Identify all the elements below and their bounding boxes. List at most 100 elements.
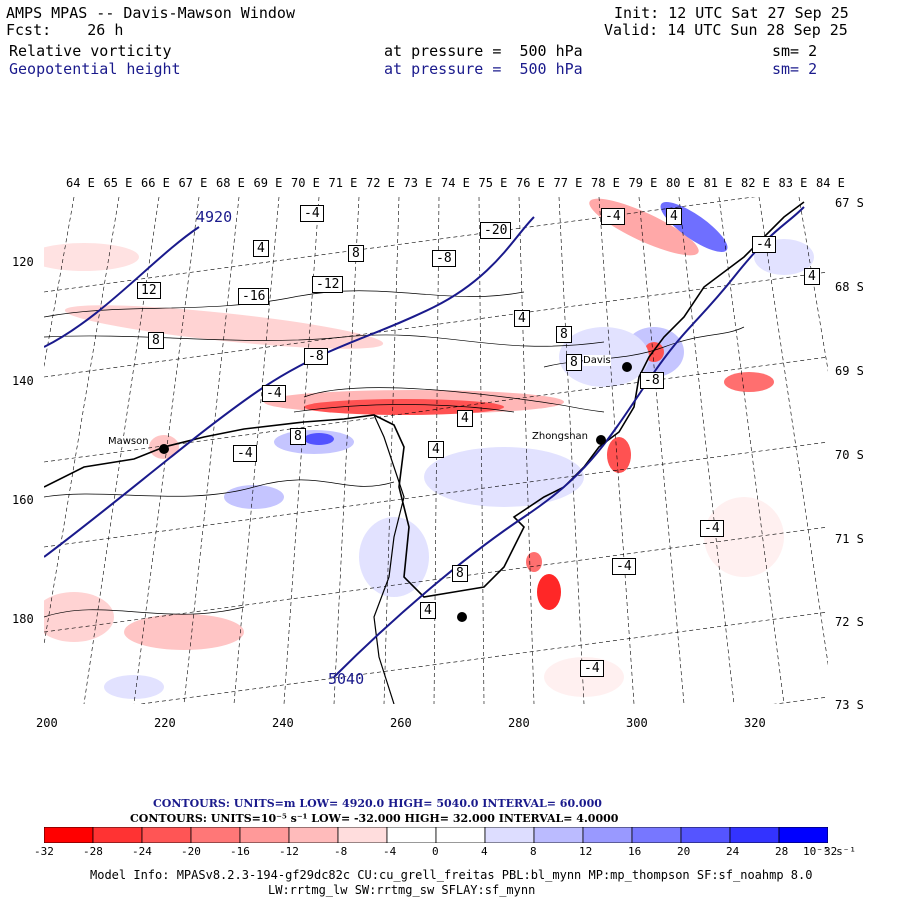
zhongshan-station-marker [596,435,606,445]
station-label: Zhongshan [532,431,589,442]
colorbar-tick-label: 32 [824,845,838,858]
vorticity-value-label: 4 [514,310,530,327]
colorbar-tick-label: -20 [181,845,201,858]
y-tick-label: 180 [12,612,34,626]
vorticity-value-label: -20 [480,222,512,239]
height-contour-label: 5040 [328,670,365,688]
vorticity-value-label: -4 [601,208,625,225]
valid-time: Valid: 14 UTC Sun 28 Sep 25 [604,21,848,39]
colorbar-swatch [92,827,143,843]
colorbar-swatch [680,827,731,843]
station-label: Mawson [108,436,149,447]
colorbar-tick-label: -16 [230,845,250,858]
vorticity-contour-legend: CONTOURS: UNITS=10⁻⁵ s⁻¹ LOW= -32.000 HI… [130,812,619,825]
station-markers [159,362,632,622]
plot-title: AMPS MPAS -- Davis-Mawson Window [6,4,295,22]
field2-level: at pressure = 500 hPa [384,60,583,78]
longitude-label: 66 E [141,176,170,190]
y-tick-label: 160 [12,493,34,507]
vorticity-value-label: 4 [804,268,820,285]
longitude-label: 78 E [591,176,620,190]
longitude-label: 68 E [216,176,245,190]
vorticity-value-label: -8 [304,348,328,365]
vorticity-value-label: 8 [148,332,164,349]
colorbar-unit: 10⁻⁵ s⁻¹ [803,845,856,858]
longitude-label: 77 E [553,176,583,190]
station-marker [457,612,467,622]
colorbar-swatch [582,827,633,843]
x-tick-label: 200 [36,716,58,730]
vorticity-value-label: -4 [233,445,257,462]
colorbar-tick-label: 4 [481,845,488,858]
longitude-label: 83 E [778,176,808,190]
field1-smooth: sm= 2 [772,42,818,60]
colorbar-tick-label: 0 [432,845,439,858]
longitude-label: 81 E [703,176,733,190]
x-tick-label: 280 [508,716,530,730]
y-tick-label: 120 [12,255,34,269]
colorbar-tick-label: -28 [83,845,103,858]
field2-name: Geopotential height [9,60,181,78]
vorticity-value-label: -4 [300,205,324,222]
forecast-hour: Fcst: 26 h [6,21,124,39]
latitude-label: 67 S [835,196,864,210]
colorbar-tick-label: 20 [677,845,691,858]
vorticity-value-label: -4 [700,520,724,537]
longitude-label: 79 E [628,176,658,190]
vorticity-value-label: 8 [452,565,468,582]
davis-station-marker [622,362,632,372]
colorbar-tick-label: -8 [334,845,348,858]
colorbar-swatch [386,827,437,843]
colorbar-swatch [288,827,339,843]
longitude-label: 72 E [366,176,395,190]
longitude-label: 80 E [666,176,695,190]
colorbar-tick-label: 16 [628,845,642,858]
longitude-label: 74 E [441,176,470,190]
vorticity-value-label: 8 [290,428,306,445]
colorbar-tick-label: -4 [383,845,397,858]
longitude-label: 70 E [291,176,320,190]
colorbar-tick-label: -12 [279,845,299,858]
vorticity-value-label: -12 [312,276,344,293]
colorbar-swatch [239,827,290,843]
colorbar-swatch [631,827,682,843]
longitude-label: 64 E [66,176,95,190]
model-info-physics: LW:rrtmg_lw SW:rrtmg_sw SFLAY:sf_mynn [268,883,536,897]
colorbar-swatch [729,827,780,843]
colorbar-swatch [484,827,535,843]
x-tick-label: 300 [626,716,648,730]
lat-lon-grid [44,197,828,704]
height-contour-label: 4920 [196,208,233,226]
colorbar-swatch [533,827,584,843]
x-tick-label: 220 [154,716,176,730]
latitude-label: 68 S [835,280,864,294]
x-tick-label: 320 [744,716,766,730]
latitude-label: 69 S [835,364,864,378]
field2-smooth: sm= 2 [772,60,818,78]
colorbar-swatch [141,827,192,843]
height-contour-legend: CONTOURS: UNITS=m LOW= 4920.0 HIGH= 5040… [153,797,602,810]
ice-shelf-line [373,414,405,704]
latitude-label: 70 S [835,448,864,462]
colorbar-swatch [337,827,388,843]
x-tick-label: 240 [272,716,294,730]
colorbar-tick-label: 24 [726,845,740,858]
station-label: Davis [583,355,611,366]
longitude-label: 67 E [178,176,208,190]
y-tick-label: 140 [12,374,34,388]
colorbar-tick-label: 12 [579,845,593,858]
vorticity-value-label: 8 [556,326,572,343]
colorbar-swatch [44,827,94,843]
vorticity-value-label: -8 [432,250,456,267]
longitude-label: 73 E [403,176,433,190]
init-time: Init: 12 UTC Sat 27 Sep 25 [614,4,849,22]
vorticity-value-label: 4 [253,240,269,257]
vorticity-value-label: -4 [262,385,286,402]
field1-level: at pressure = 500 hPa [384,42,583,60]
model-info: Model Info: MPASv8.2.3-194-gf29dc82c CU:… [90,868,813,882]
colorbar-swatch [778,827,828,843]
colorbar-swatch [435,827,486,843]
vorticity-value-label: -4 [752,236,776,253]
vorticity-value-label: 4 [420,602,436,619]
vorticity-value-label: 8 [348,245,364,262]
